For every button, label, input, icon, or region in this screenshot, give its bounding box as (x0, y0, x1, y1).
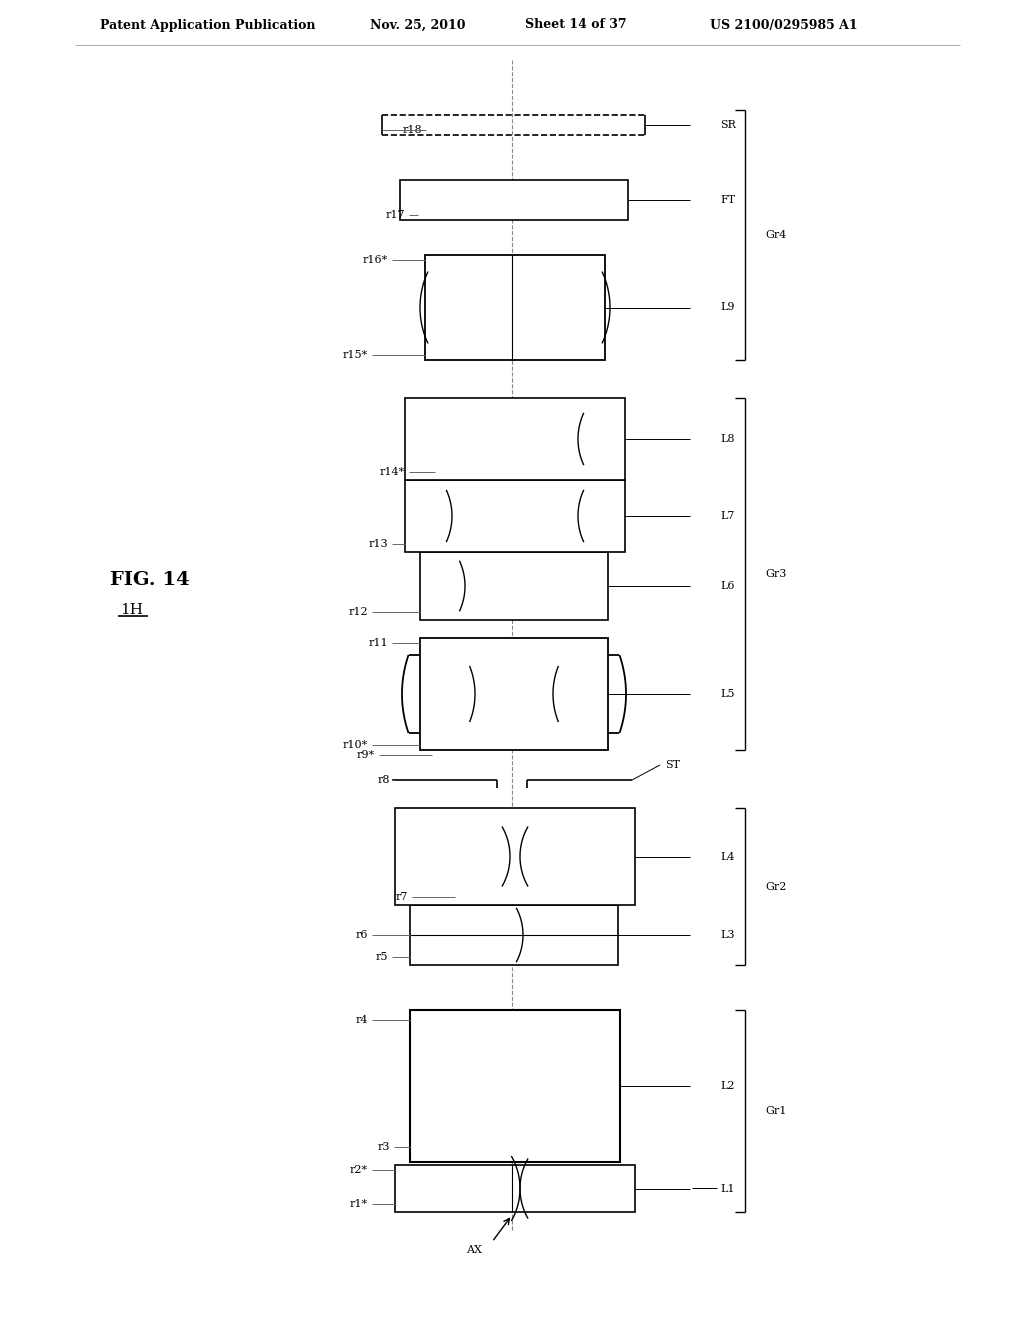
Text: r6: r6 (355, 931, 368, 940)
Bar (420, 638, 608, 750)
Text: r1*: r1* (350, 1199, 368, 1209)
Text: L9: L9 (720, 302, 734, 313)
Bar (420, 552, 608, 620)
Bar (410, 906, 618, 965)
Text: r10*: r10* (343, 741, 368, 750)
Text: r3: r3 (378, 1142, 390, 1152)
Text: r12: r12 (348, 607, 368, 616)
Text: Gr3: Gr3 (765, 569, 786, 579)
Text: US 2100/0295985 A1: US 2100/0295985 A1 (710, 18, 858, 32)
Text: r14*: r14* (380, 467, 406, 477)
Text: L6: L6 (720, 581, 734, 591)
Text: r5: r5 (376, 952, 388, 962)
Text: r9*: r9* (357, 750, 375, 760)
Text: L4: L4 (720, 851, 734, 862)
Text: L5: L5 (720, 689, 734, 700)
Text: L3: L3 (720, 931, 734, 940)
Text: 1H: 1H (120, 603, 143, 616)
Text: SR: SR (720, 120, 736, 129)
Text: L7: L7 (720, 511, 734, 521)
Text: r2*: r2* (350, 1166, 368, 1175)
Bar (410, 1010, 620, 1162)
Text: Nov. 25, 2010: Nov. 25, 2010 (370, 18, 466, 32)
Text: r17: r17 (385, 210, 406, 220)
Text: AX: AX (466, 1245, 482, 1255)
Text: r16*: r16* (362, 255, 388, 265)
Text: r15*: r15* (343, 350, 368, 360)
Text: r13: r13 (369, 539, 388, 549)
Text: r18: r18 (402, 125, 422, 135)
Text: r8: r8 (378, 775, 390, 785)
Bar (395, 1166, 635, 1212)
Text: L1: L1 (720, 1184, 734, 1193)
Text: FIG. 14: FIG. 14 (110, 572, 189, 589)
Text: r11: r11 (369, 638, 388, 648)
Text: Gr4: Gr4 (765, 230, 786, 240)
Bar (406, 399, 625, 480)
Text: Gr2: Gr2 (765, 882, 786, 891)
Text: ST: ST (665, 760, 680, 770)
Text: r4: r4 (355, 1015, 368, 1026)
Bar (406, 480, 625, 552)
Bar (395, 808, 635, 906)
Text: L8: L8 (720, 434, 734, 444)
Text: Patent Application Publication: Patent Application Publication (100, 18, 315, 32)
Text: Gr1: Gr1 (765, 1106, 786, 1115)
Bar (425, 255, 605, 360)
Text: FT: FT (720, 195, 735, 205)
Bar (400, 180, 628, 220)
Text: L2: L2 (720, 1081, 734, 1092)
Text: r7: r7 (395, 892, 408, 902)
Text: Sheet 14 of 37: Sheet 14 of 37 (525, 18, 627, 32)
